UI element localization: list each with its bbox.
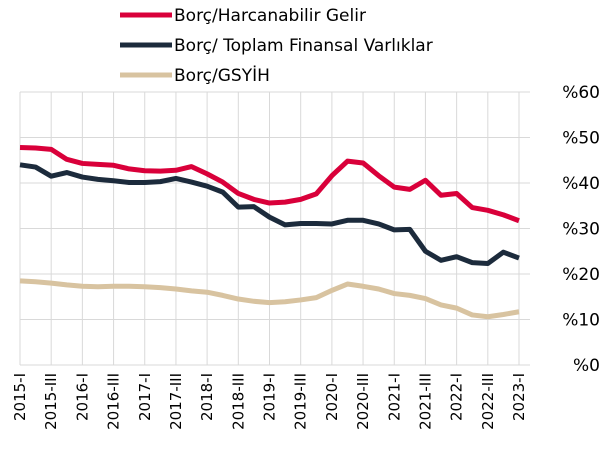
x-tick-label: 2019-III xyxy=(292,373,310,430)
x-tick-label: 2016-I xyxy=(73,373,91,421)
x-tick-label: 2022-I xyxy=(448,373,466,421)
line-series xyxy=(19,162,520,267)
y-tick-label: %40 xyxy=(562,174,600,194)
y-tick-label: %10 xyxy=(562,311,600,331)
y-tick-label: %30 xyxy=(562,220,600,240)
x-tick-label: 2017-III xyxy=(167,373,185,430)
x-tick-label: 2019-I xyxy=(261,373,279,421)
x-tick-label: 2020-III xyxy=(354,373,372,430)
x-tick-label: 2018-I xyxy=(198,373,216,421)
legend-label: Borç/GSYİH xyxy=(174,65,270,86)
x-tick-label: 2021-I xyxy=(385,373,403,421)
x-tick-label: 2015-I xyxy=(11,373,29,421)
y-tick-label: %60 xyxy=(562,83,600,103)
legend-label: Borç/Harcanabilir Gelir xyxy=(174,6,366,26)
x-tick-label: 2020-I xyxy=(323,373,341,421)
y-tick-label: %50 xyxy=(562,129,600,149)
line-series xyxy=(19,278,520,320)
y-tick-label: %0 xyxy=(573,356,600,376)
x-tick-label: 2022-III xyxy=(479,373,497,430)
y-tick-label: %20 xyxy=(562,265,600,285)
x-tick-label: 2023-I xyxy=(510,373,528,421)
x-tick-label: 2016-III xyxy=(105,373,123,430)
line-series xyxy=(19,145,520,224)
legend-label: Borç/ Toplam Finansal Varlıklar xyxy=(174,36,433,56)
x-tick-label: 2018-III xyxy=(229,373,247,430)
x-tick-label: 2015-III xyxy=(42,373,60,430)
x-tick-label: 2017-I xyxy=(136,373,154,421)
x-tick-label: 2021-III xyxy=(416,373,434,430)
